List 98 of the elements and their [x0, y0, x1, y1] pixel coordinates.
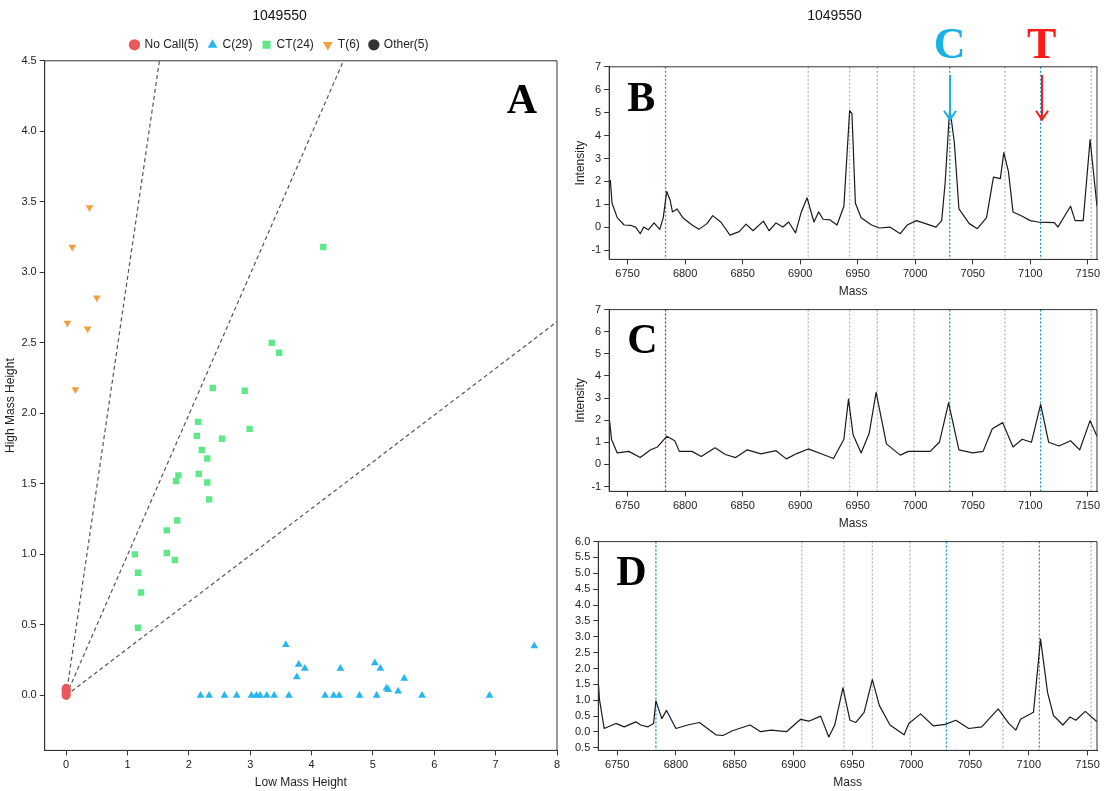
legend-label: CT(24)	[276, 37, 314, 52]
x-tick-label: 8	[553, 758, 561, 771]
x-tick-label: 5	[369, 758, 376, 771]
x-tick-label: 7100	[1018, 267, 1043, 280]
x-tick-label: 6800	[672, 267, 698, 280]
x-tick-label: 0	[63, 758, 70, 771]
y-tick-label: 1.0	[21, 547, 37, 560]
y-tick-label: 1.0	[574, 693, 591, 706]
x-tick-label: 2	[185, 758, 192, 771]
y-tick-label: 7	[595, 302, 602, 315]
x-tick-label: 7050	[960, 267, 985, 280]
y-tick-label: 5	[595, 105, 602, 118]
x-tick-label: 7150	[1075, 758, 1100, 771]
x-axis-title: Mass	[838, 516, 868, 531]
y-tick-label: 6.0	[574, 534, 591, 547]
y-tick-label: 3	[595, 391, 602, 404]
legend-label: T(6)	[337, 37, 360, 52]
y-tick-label: 5.5	[574, 550, 591, 563]
x-tick-label: 6950	[845, 267, 870, 280]
y-tick-label: 3	[595, 151, 602, 164]
x-tick-label: 6850	[730, 267, 755, 280]
y-tick-label: 0.0	[574, 725, 591, 738]
chart-title: 1049550	[807, 7, 862, 24]
y-tick-label: 1	[595, 435, 602, 448]
annotation: C	[933, 19, 966, 69]
y-tick-label: 4	[595, 128, 602, 141]
x-tick-label: 6800	[672, 499, 698, 512]
x-tick-label: 6	[431, 758, 438, 771]
annotation: D	[616, 548, 647, 595]
y-tick-label: 5.0	[574, 566, 591, 579]
y-axis-title: Intensity	[572, 140, 587, 186]
x-tick-label: 4	[308, 758, 315, 771]
x-tick-label: 7	[492, 758, 499, 771]
y-tick-label: 6	[595, 324, 602, 337]
y-tick-label: 4.0	[21, 124, 37, 137]
y-tick-label: 0.0	[21, 688, 37, 701]
x-tick-label: 6950	[845, 499, 870, 512]
y-tick-label: -1	[591, 243, 602, 256]
x-tick-label: 6900	[787, 267, 813, 280]
x-tick-label: 6750	[615, 267, 640, 280]
x-tick-label: 6850	[722, 758, 747, 771]
x-tick-label: 6800	[663, 758, 689, 771]
x-tick-label: 3	[247, 758, 254, 771]
x-tick-label: 7150	[1075, 499, 1101, 512]
y-tick-label: 3.5	[574, 613, 591, 626]
x-tick-label: 6900	[787, 499, 813, 512]
legend-label: No Call(5)	[144, 37, 199, 52]
x-tick-label: 6950	[840, 758, 865, 771]
y-tick-label: 4.5	[21, 53, 37, 66]
chart-title: 1049550	[252, 7, 307, 24]
y-tick-label: 0.5	[574, 740, 591, 753]
x-axis-title: Mass	[833, 775, 862, 790]
x-tick-label: 7000	[898, 758, 924, 771]
y-tick-label: 3.0	[21, 265, 37, 278]
y-tick-label: 7	[595, 59, 602, 72]
y-tick-label: 3.5	[21, 194, 37, 207]
y-tick-label: 2.0	[574, 661, 591, 674]
x-tick-label: 6850	[730, 499, 755, 512]
x-axis-title: Low Mass Height	[254, 775, 348, 790]
x-tick-label: 7150	[1075, 267, 1101, 280]
annotation: B	[627, 73, 656, 120]
x-tick-label: 1	[124, 758, 131, 771]
y-tick-label: 2.5	[21, 335, 37, 348]
y-tick-label: 1	[595, 197, 602, 210]
x-tick-label: 7000	[902, 267, 928, 280]
y-tick-label: 2	[595, 413, 602, 426]
y-tick-label: 6	[595, 82, 602, 95]
y-tick-label: 3.0	[574, 629, 591, 642]
y-tick-label: 2.5	[574, 645, 591, 658]
x-tick-label: 7000	[902, 499, 928, 512]
y-axis-title: Intensity	[572, 378, 587, 423]
y-tick-label: 2.0	[21, 406, 37, 419]
x-tick-label: 6750	[615, 499, 640, 512]
x-axis-title: Mass	[838, 284, 868, 299]
y-tick-label: 0	[595, 457, 602, 470]
y-tick-label: 1.5	[574, 677, 591, 690]
y-tick-label: 2	[595, 174, 602, 187]
y-tick-label: 4.5	[574, 582, 591, 595]
x-tick-label: 7050	[960, 499, 985, 512]
annotation: C	[627, 316, 658, 363]
y-tick-label: 4	[595, 368, 602, 381]
y-tick-label: -1	[591, 479, 602, 492]
annotation: T	[1027, 19, 1057, 69]
x-tick-label: 7050	[957, 758, 983, 771]
y-axis-title: High Mass Height	[2, 357, 17, 453]
x-tick-label: 7100	[1018, 499, 1043, 512]
x-tick-label: 6750	[604, 758, 630, 771]
y-tick-label: 0	[595, 220, 602, 233]
x-tick-label: 7100	[1016, 758, 1042, 771]
y-tick-label: 4.0	[574, 598, 591, 611]
legend-label: C(29)	[222, 37, 253, 52]
y-tick-label: 0.5	[21, 617, 37, 630]
legend-label: Other(5)	[383, 37, 429, 52]
x-tick-label: 6900	[781, 758, 806, 771]
y-tick-label: 1.5	[21, 476, 37, 489]
annotation: A	[506, 75, 538, 122]
y-tick-label: 0.5	[574, 709, 591, 722]
y-tick-label: 5	[595, 346, 602, 359]
